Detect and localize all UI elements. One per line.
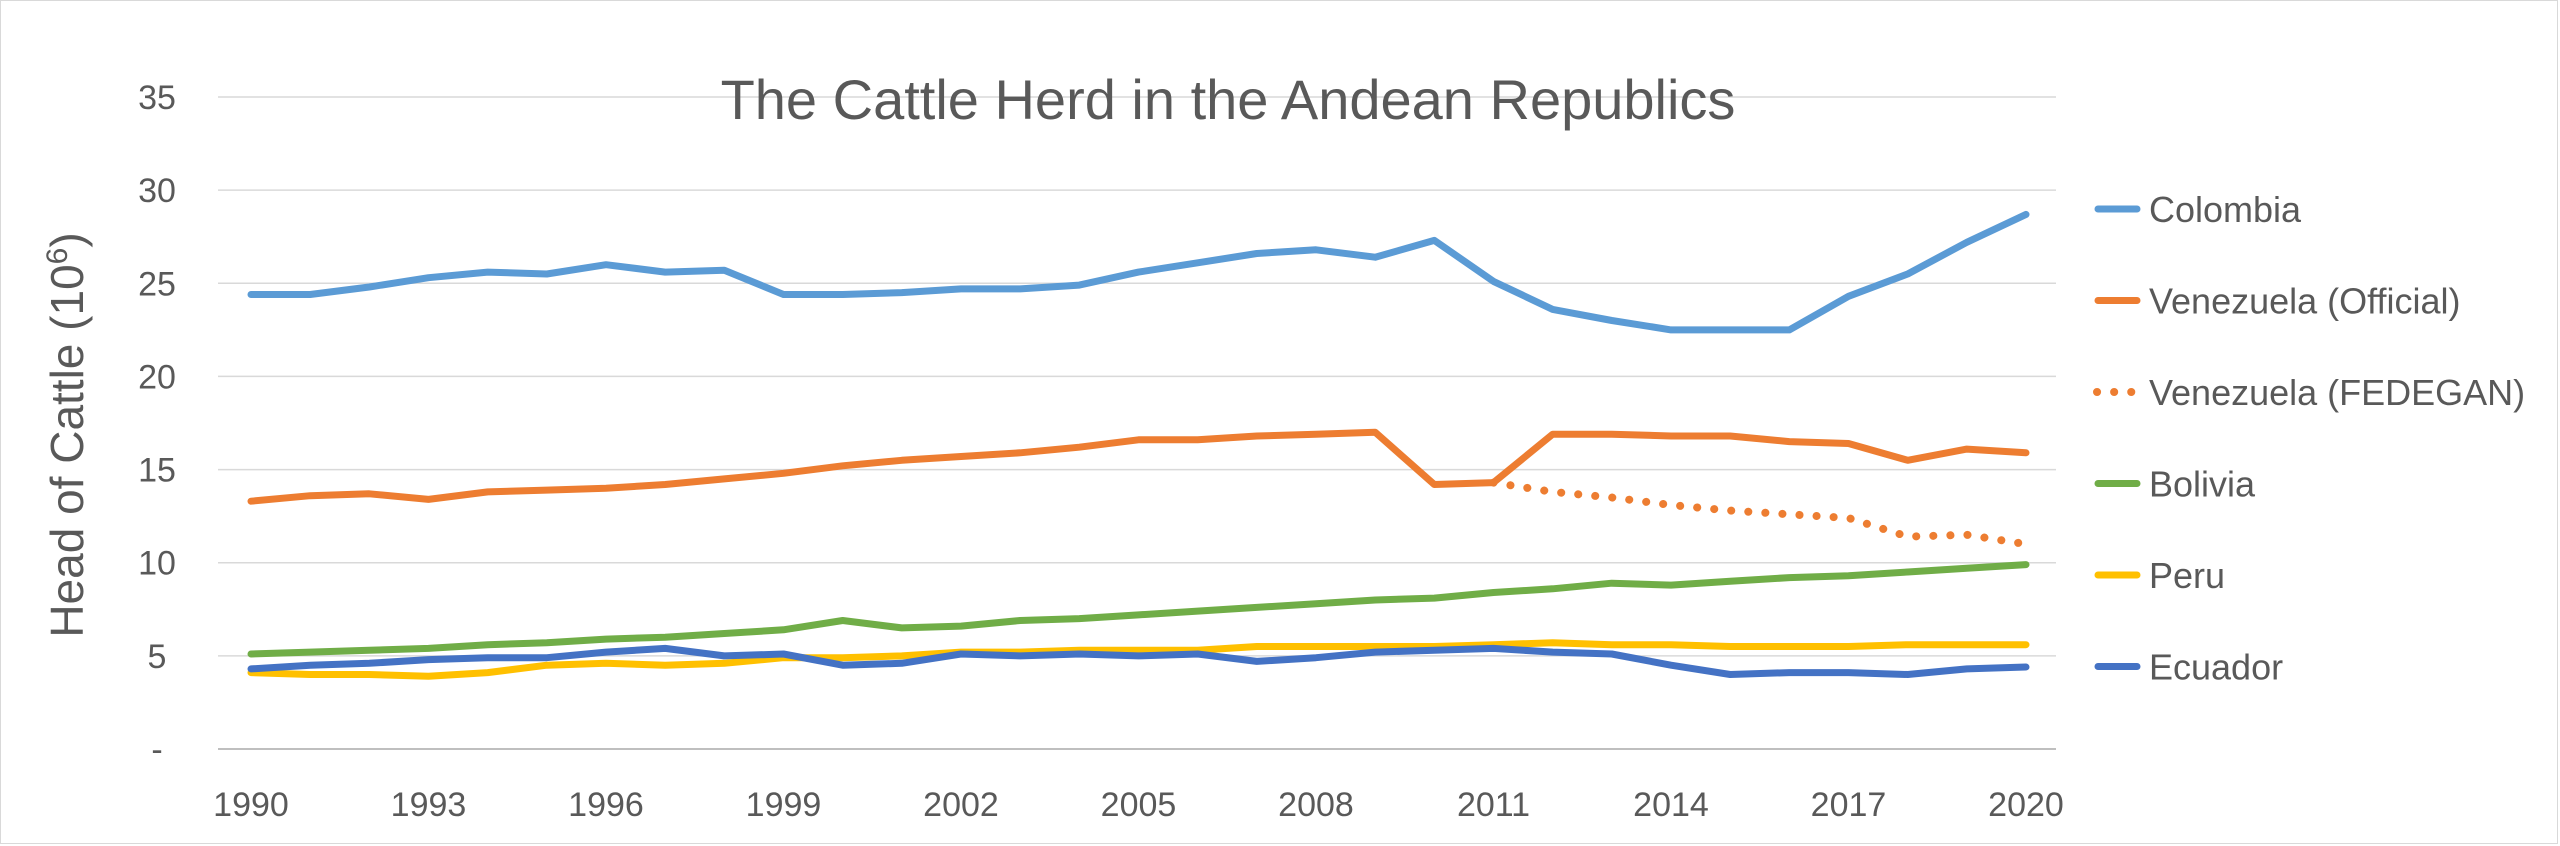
legend-label: Venezuela (Official) <box>2149 281 2461 322</box>
series-line-venezuela-official <box>247 428 2030 505</box>
legend-label: Bolivia <box>2149 464 2256 505</box>
legend-item: Peru <box>2094 555 2225 596</box>
y-axis-label: Head of Cattle (106) <box>41 232 93 637</box>
x-tick-label: 1990 <box>213 786 289 824</box>
y-tick-label: 15 <box>138 452 176 490</box>
y-tick-label: 35 <box>138 79 176 117</box>
y-tick-label: 25 <box>138 265 176 303</box>
legend-item: Venezuela (FEDEGAN) <box>2093 372 2525 413</box>
y-axis-label-text: Head of Cattle (10 <box>41 264 93 637</box>
series-line-bolivia <box>247 561 2030 658</box>
legend-label: Venezuela (FEDEGAN) <box>2149 372 2525 413</box>
x-tick-label: 2008 <box>1278 786 1354 824</box>
legend-item: Ecuador <box>2094 647 2283 688</box>
y-axis-label-superscript: 6 <box>41 248 74 265</box>
x-tick-label: 2020 <box>1988 786 2064 824</box>
gridlines <box>218 96 2056 657</box>
series-line-peru <box>247 639 2030 680</box>
y-tick-label: 30 <box>138 172 176 210</box>
legend: Colombia Venezuela (Official) Venezuela (F… <box>2093 189 2525 688</box>
legend-item: Venezuela (Official) <box>2094 281 2461 322</box>
x-tick-label: 1999 <box>746 786 822 824</box>
series-line-ecuador <box>247 644 2030 678</box>
x-tick-label: 2014 <box>1633 786 1709 824</box>
legend-label: Ecuador <box>2149 647 2283 688</box>
y-tick-label: 10 <box>138 545 176 583</box>
x-tick-label: 2017 <box>1811 786 1887 824</box>
y-axis-ticks: - 5 10 15 20 25 30 35 <box>138 79 176 769</box>
legend-item: Colombia <box>2094 189 2302 230</box>
series-lines <box>247 210 2030 680</box>
series-line-venezuela-fedegan <box>1489 478 2030 549</box>
series-line-colombia <box>247 210 2030 334</box>
chart-title: The Cattle Herd in the Andean Republics <box>721 68 1736 131</box>
x-tick-label: 1996 <box>568 786 644 824</box>
x-axis-ticks: 1990 1993 1996 1999 2002 2005 2008 2011 2014 2017… <box>213 786 2064 824</box>
y-tick-label: 5 <box>148 638 167 676</box>
x-tick-label: 2002 <box>923 786 999 824</box>
x-tick-label: 2005 <box>1101 786 1177 824</box>
y-axis-label-close: ) <box>41 232 93 247</box>
legend-label: Peru <box>2149 555 2225 596</box>
legend-label: Colombia <box>2149 189 2302 230</box>
legend-item: Bolivia <box>2094 464 2256 505</box>
y-tick-label: - <box>151 731 162 769</box>
y-tick-label: 20 <box>138 358 176 396</box>
x-tick-label: 1993 <box>391 786 467 824</box>
x-tick-label: 2011 <box>1457 786 1530 824</box>
